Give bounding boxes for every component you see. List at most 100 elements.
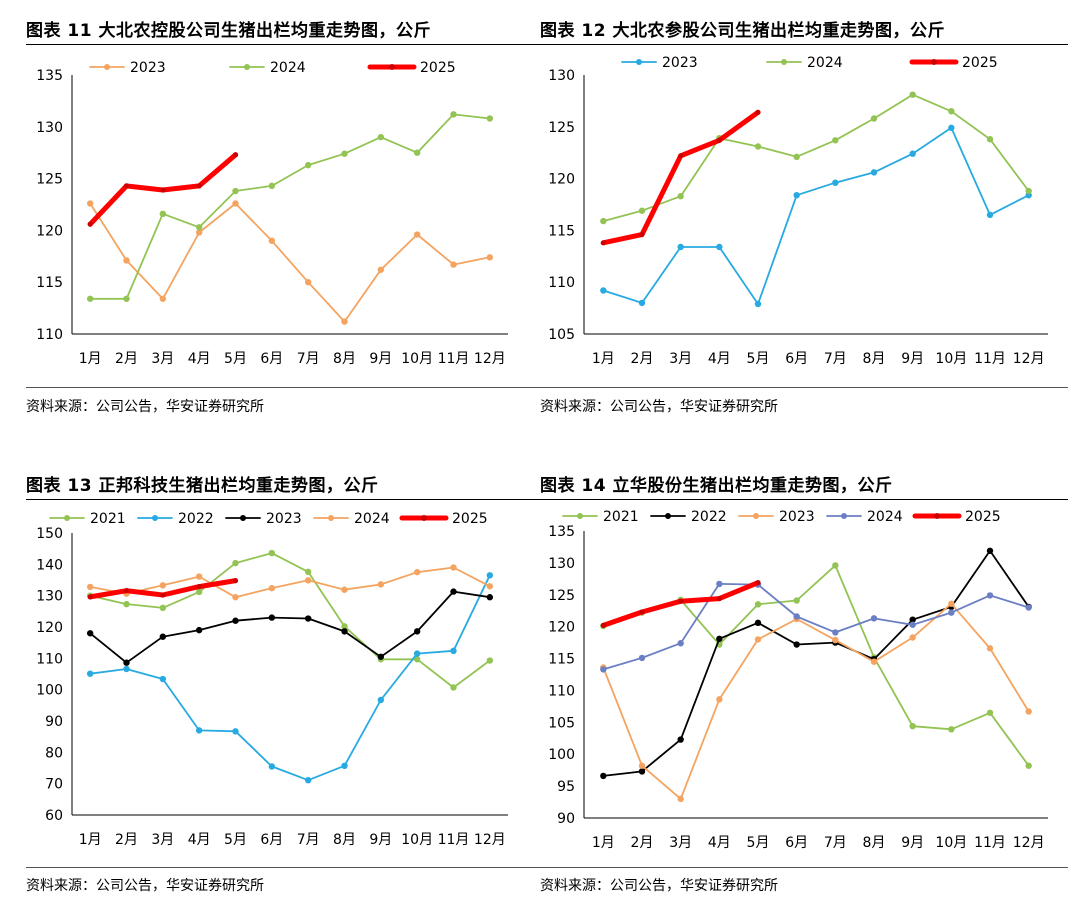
y-tick-label: 95 bbox=[557, 779, 575, 795]
legend-label-2024: 2024 bbox=[354, 511, 390, 527]
x-tick-label: 12月 bbox=[1013, 351, 1045, 367]
y-tick-label: 140 bbox=[36, 557, 63, 573]
data-point-2023 bbox=[638, 299, 646, 307]
legend-label-2023: 2023 bbox=[130, 60, 166, 76]
data-point-2021 bbox=[413, 656, 421, 663]
chart-panel-12: 图表 12 大北农参股公司生猪出栏均重走势图，公斤 105 110 115 120 12… bbox=[540, 0, 1080, 455]
legend-label-2022: 2022 bbox=[691, 509, 727, 525]
data-point-2021 bbox=[159, 604, 167, 612]
data-point-2024 bbox=[304, 161, 312, 169]
data-point-2023 bbox=[1025, 708, 1032, 715]
chart-14-plot: 90 95 100 105 110 115 120 125 130 135 1月 2月 3月 4月 5月 6月… bbox=[548, 509, 1048, 851]
data-point-2023 bbox=[232, 200, 239, 207]
data-point-2024 bbox=[195, 573, 203, 580]
series-line-2021 bbox=[602, 564, 1030, 767]
x-tick-label: 8月 bbox=[863, 835, 886, 851]
x-tick-label: 1月 bbox=[592, 351, 615, 367]
data-point-2022 bbox=[909, 616, 916, 623]
legend-marker-2024 bbox=[781, 59, 787, 65]
data-point-2023 bbox=[195, 626, 203, 634]
y-tick-label: 120 bbox=[548, 172, 575, 188]
y-tick-label: 125 bbox=[548, 120, 575, 136]
data-point-2023 bbox=[638, 762, 646, 769]
series-line-2023 bbox=[89, 202, 491, 323]
x-tick-label: 11月 bbox=[974, 351, 1006, 367]
data-point-2023 bbox=[716, 696, 723, 703]
x-tick-label: 9月 bbox=[369, 832, 392, 848]
data-point-2021 bbox=[450, 684, 457, 691]
legend-label-2025: 2025 bbox=[962, 55, 998, 71]
data-point-2024 bbox=[716, 580, 723, 588]
data-point-2022 bbox=[716, 635, 723, 642]
data-point-2024 bbox=[1025, 187, 1032, 195]
data-point-2024 bbox=[948, 108, 955, 115]
data-point-2025 bbox=[716, 137, 722, 143]
data-point-2023 bbox=[909, 150, 916, 157]
data-point-2023 bbox=[986, 645, 994, 652]
legend-marker-2025 bbox=[931, 59, 937, 65]
series-line-2024 bbox=[602, 93, 1030, 223]
data-point-2025 bbox=[160, 592, 166, 598]
x-tick-label: 11月 bbox=[974, 835, 1006, 851]
data-point-2023 bbox=[600, 287, 607, 294]
chart-11-plot: 110 115 120 125 130 135 1月 2月 3月 4月 5月 6月 7月 8月 9月 10月 1… bbox=[36, 60, 508, 367]
y-tick-label: 110 bbox=[36, 327, 63, 343]
data-point-2023 bbox=[195, 229, 203, 236]
x-tick-label: 5月 bbox=[224, 832, 247, 848]
legend-label-2024: 2024 bbox=[270, 60, 306, 76]
data-point-2022 bbox=[377, 696, 385, 704]
y-tick-label: 115 bbox=[548, 223, 575, 239]
chart-panel-14: 图表 14 立华股份生猪出栏均重走势图，公斤 90 95 100 105 110 115 1… bbox=[540, 455, 1080, 910]
data-point-2024 bbox=[638, 207, 646, 214]
legend-label-2025: 2025 bbox=[965, 509, 1001, 525]
data-point-2025 bbox=[232, 152, 239, 158]
y-tick-label: 110 bbox=[548, 275, 575, 291]
data-point-2023 bbox=[486, 254, 494, 261]
data-point-2025 bbox=[600, 622, 606, 628]
data-point-2024 bbox=[268, 584, 276, 592]
title-rule bbox=[26, 499, 540, 500]
source-rule bbox=[26, 867, 540, 868]
data-point-2022 bbox=[754, 619, 762, 627]
data-point-2023 bbox=[450, 588, 457, 595]
data-point-2021 bbox=[909, 722, 916, 730]
chart-12-plot: 105 110 115 120 125 130 1月 2月 3月 4月 5月 6月 7月 8月 9月 10月 1… bbox=[548, 55, 1048, 367]
series-line-2022 bbox=[602, 549, 1030, 777]
y-tick-label: 115 bbox=[548, 652, 575, 668]
data-point-2024 bbox=[450, 564, 457, 571]
data-point-2024 bbox=[86, 583, 94, 591]
x-tick-label: 5月 bbox=[747, 835, 770, 851]
x-tick-label: 10月 bbox=[935, 835, 967, 851]
legend-marker-2025 bbox=[421, 515, 427, 521]
data-point-2021 bbox=[195, 588, 203, 596]
series-line-2025 bbox=[600, 580, 761, 628]
source-rule bbox=[26, 387, 540, 388]
legend-label-2023: 2023 bbox=[779, 509, 815, 525]
data-point-2024 bbox=[232, 187, 239, 195]
x-tick-label: 3月 bbox=[151, 351, 174, 367]
data-point-2023 bbox=[86, 630, 94, 637]
chart-title: 图表 12 大北农参股公司生猪出栏均重走势图，公斤 bbox=[540, 21, 945, 41]
data-point-2021 bbox=[1025, 762, 1032, 769]
data-point-2024 bbox=[413, 568, 421, 576]
data-point-2023 bbox=[123, 257, 130, 264]
data-point-2024 bbox=[159, 582, 167, 589]
x-tick-label: 10月 bbox=[401, 351, 433, 367]
legend-label-2024: 2024 bbox=[867, 509, 903, 525]
y-tick-label: 110 bbox=[36, 651, 63, 667]
data-point-2023 bbox=[870, 658, 878, 665]
data-point-2023 bbox=[986, 211, 994, 219]
chart-title: 图表 11 大北农控股公司生猪出栏均重走势图，公斤 bbox=[26, 21, 431, 41]
data-point-2024 bbox=[268, 182, 276, 190]
legend-marker-2021 bbox=[64, 515, 70, 521]
data-point-2025 bbox=[123, 588, 130, 594]
data-point-2023 bbox=[159, 295, 167, 302]
legend-marker-2023 bbox=[753, 513, 759, 519]
x-tick-label: 8月 bbox=[333, 351, 356, 367]
data-point-2023 bbox=[948, 124, 955, 132]
y-tick-label: 130 bbox=[36, 120, 63, 136]
y-tick-label: 110 bbox=[548, 683, 575, 699]
y-tick-label: 120 bbox=[36, 223, 63, 239]
x-tick-label: 4月 bbox=[708, 351, 731, 367]
data-point-2025 bbox=[232, 578, 239, 584]
